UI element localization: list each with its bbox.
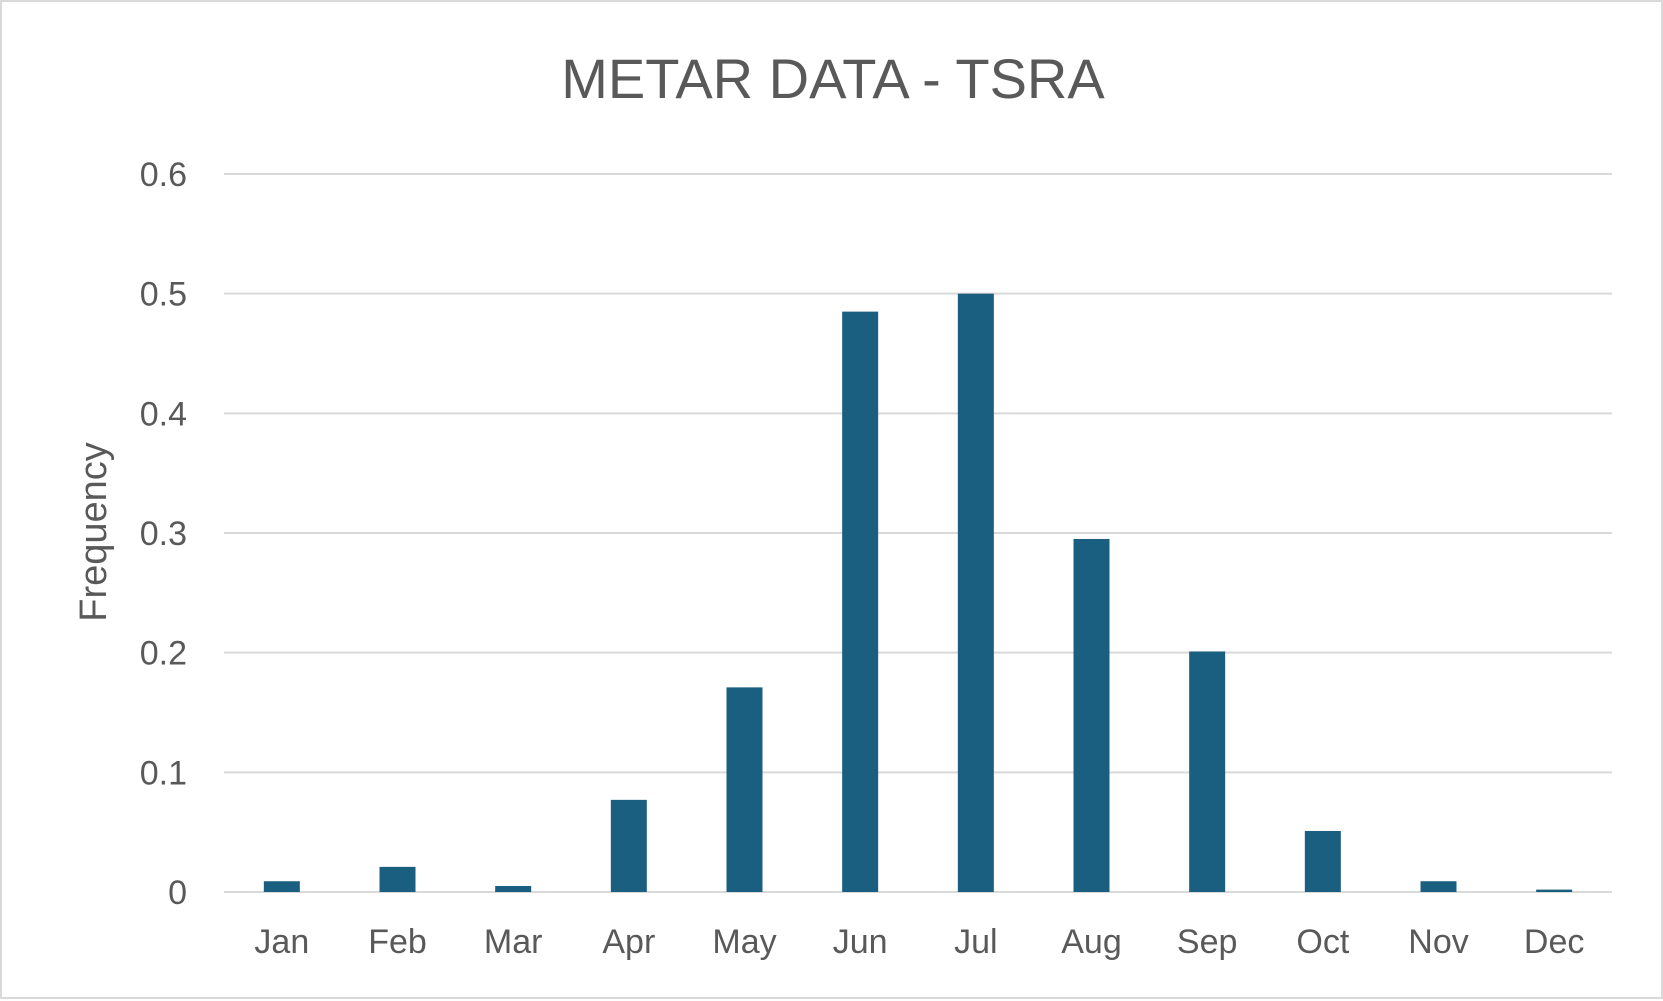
x-tick-label: Apr bbox=[602, 923, 655, 961]
bars bbox=[263, 293, 1573, 893]
bar-jan bbox=[263, 881, 300, 892]
y-axis-title: Frequency bbox=[73, 442, 115, 622]
y-tick-label: 0.3 bbox=[140, 515, 187, 553]
y-tick-label: 0.1 bbox=[140, 754, 187, 792]
x-tick-label: Mar bbox=[484, 923, 543, 961]
bar-apr bbox=[610, 799, 647, 892]
bar-aug bbox=[1073, 538, 1110, 892]
bar-nov bbox=[1420, 881, 1457, 892]
bar-mar bbox=[495, 886, 532, 892]
x-tick-label: Dec bbox=[1524, 923, 1584, 961]
bar-feb bbox=[379, 866, 416, 892]
bar-jun bbox=[842, 311, 879, 892]
bar-dec bbox=[1536, 889, 1573, 892]
x-tick-label: Aug bbox=[1061, 923, 1122, 961]
bar-jul bbox=[957, 293, 994, 893]
y-tick-label: 0.5 bbox=[140, 276, 187, 314]
x-tick-label: Feb bbox=[368, 923, 427, 961]
x-tick-label: Jan bbox=[254, 923, 309, 961]
x-tick-label: Jun bbox=[833, 923, 888, 961]
y-tick-label: 0.6 bbox=[140, 156, 187, 194]
x-axis-tick-labels: Jan Feb Mar Apr May Jun Jul Aug Sep Oct Nov Dec bbox=[254, 923, 1584, 961]
x-tick-label: Oct bbox=[1296, 923, 1349, 961]
x-tick-label: Jul bbox=[954, 923, 997, 961]
bar-oct bbox=[1304, 830, 1341, 892]
y-axis-tick-labels: 0 0.1 0.2 0.3 0.4 0.5 0.6 bbox=[140, 156, 187, 912]
y-tick-label: 0.2 bbox=[140, 635, 187, 673]
y-tick-label: 0.4 bbox=[140, 395, 187, 433]
x-tick-label: Sep bbox=[1177, 923, 1238, 961]
x-tick-label: Nov bbox=[1408, 923, 1468, 961]
chart-title: METAR DATA - TSRA bbox=[561, 47, 1105, 110]
x-tick-label: May bbox=[712, 923, 776, 961]
y-tick-label: 0 bbox=[168, 874, 187, 912]
bar-may bbox=[726, 687, 763, 892]
bar-sep bbox=[1189, 651, 1226, 892]
gridlines bbox=[224, 173, 1612, 893]
